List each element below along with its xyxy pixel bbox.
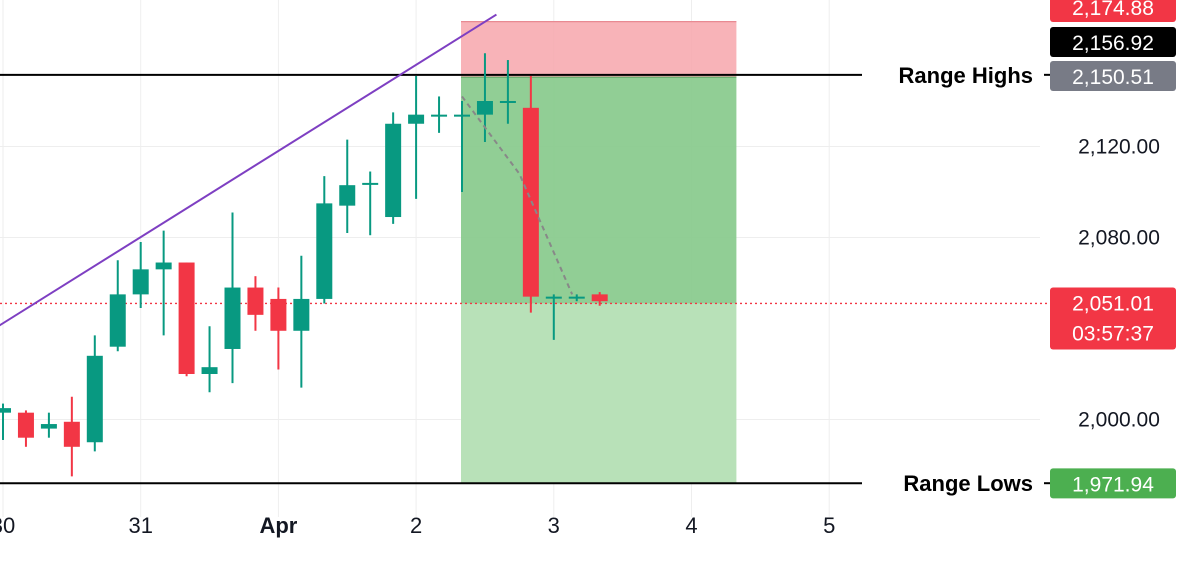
candle-body bbox=[316, 203, 333, 299]
x-tick-label: Apr bbox=[259, 513, 297, 538]
price-badge bbox=[1050, 287, 1176, 350]
range-line-label: Range Highs bbox=[899, 63, 1033, 88]
candle-body bbox=[545, 296, 562, 299]
candle-body bbox=[40, 424, 57, 429]
y-tick-label: 2,080.00 bbox=[1078, 227, 1160, 250]
x-tick-label: 3 bbox=[548, 513, 560, 538]
price-badges: 2,174.88 2,156.92 2,150.51 2,051.01 03:57:37… bbox=[1050, 0, 1176, 499]
projection-line bbox=[461, 95, 574, 295]
x-tick-label: 31 bbox=[128, 513, 152, 538]
trend-line-segment bbox=[0, 13, 497, 327]
line-labels: Range Highs Range Lows bbox=[899, 63, 1033, 496]
price-badge-value: 2,150.51 bbox=[1072, 66, 1154, 89]
x-tick-label: 4 bbox=[685, 513, 697, 538]
price-badge bbox=[1050, 27, 1176, 57]
candle-body bbox=[454, 114, 470, 117]
trend-line[interactable] bbox=[0, 13, 497, 338]
candle-body bbox=[17, 412, 34, 438]
candle-body bbox=[385, 123, 402, 218]
candle-body bbox=[86, 355, 103, 443]
candle-body bbox=[155, 262, 172, 270]
price-badge-value: 2,174.88 bbox=[1072, 0, 1154, 20]
price-badge bbox=[1050, 468, 1176, 499]
price-badge bbox=[1050, 61, 1176, 91]
realized-profit-zone bbox=[461, 77, 737, 304]
projection-dashed-line bbox=[461, 95, 574, 295]
candle-body bbox=[0, 408, 11, 413]
y-tick-label: 2,120.00 bbox=[1078, 136, 1160, 159]
candles bbox=[0, 53, 608, 477]
range-line-label: Range Lows bbox=[903, 471, 1033, 496]
axes: 2,120.00 2,080.00 2,000.00 30 31 Apr 2 3 4 5 bbox=[0, 136, 1160, 539]
candle-body bbox=[408, 114, 425, 124]
price-badge-value: 2,051.01 bbox=[1072, 292, 1154, 315]
candle-body bbox=[293, 298, 310, 331]
candle-body bbox=[178, 262, 195, 374]
countdown-timer: 03:57:37 bbox=[1072, 322, 1154, 345]
candle-body bbox=[109, 294, 126, 347]
remaining-profit-zone bbox=[461, 303, 737, 484]
x-tick-label: 5 bbox=[823, 513, 835, 538]
range-lines bbox=[0, 73, 1050, 485]
price-badge-value: 2,156.92 bbox=[1072, 32, 1154, 55]
position-box[interactable] bbox=[461, 21, 737, 484]
candle-body bbox=[270, 298, 287, 331]
price-badge bbox=[1050, 0, 1176, 22]
candle-body bbox=[63, 421, 80, 447]
x-tick-label: 2 bbox=[410, 513, 422, 538]
candle-body bbox=[247, 287, 264, 315]
stop-loss-zone bbox=[461, 21, 737, 78]
x-tick-label: 30 bbox=[0, 513, 15, 538]
candle-body bbox=[201, 367, 218, 374]
candle-body bbox=[568, 296, 585, 299]
candle-body bbox=[132, 269, 149, 295]
y-tick-label: 2,000.00 bbox=[1078, 409, 1160, 432]
candle-body bbox=[224, 287, 241, 349]
price-badge-value: 1,971.94 bbox=[1072, 473, 1154, 496]
candle-body bbox=[476, 101, 493, 115]
candle-body bbox=[339, 185, 356, 206]
candle-body bbox=[591, 294, 608, 302]
candle-body bbox=[362, 182, 379, 185]
candle-body bbox=[499, 101, 516, 103]
candle-body bbox=[431, 114, 448, 117]
